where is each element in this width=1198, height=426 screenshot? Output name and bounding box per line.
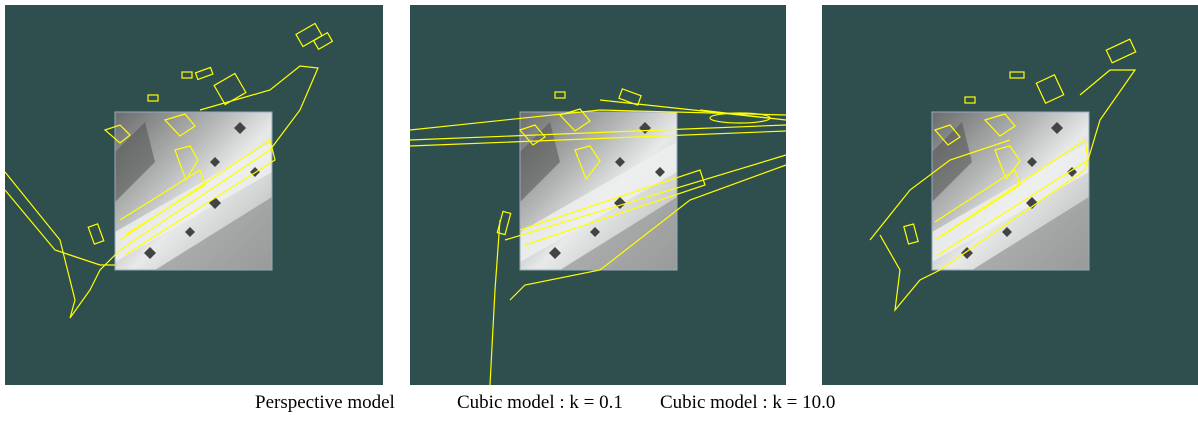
caption: Perspective model [255, 392, 395, 414]
panel-cubic-small-k [410, 5, 786, 385]
panel-cubic-large-k [822, 5, 1198, 385]
caption: Cubic model : k = 10.0 [660, 392, 835, 414]
panel-perspective [5, 5, 383, 385]
caption: Cubic model : k = 0.1 [457, 392, 623, 414]
figure-page: Perspective model Cubic model : k = 0.1 … [0, 0, 1198, 426]
figure-panels [0, 0, 1198, 386]
